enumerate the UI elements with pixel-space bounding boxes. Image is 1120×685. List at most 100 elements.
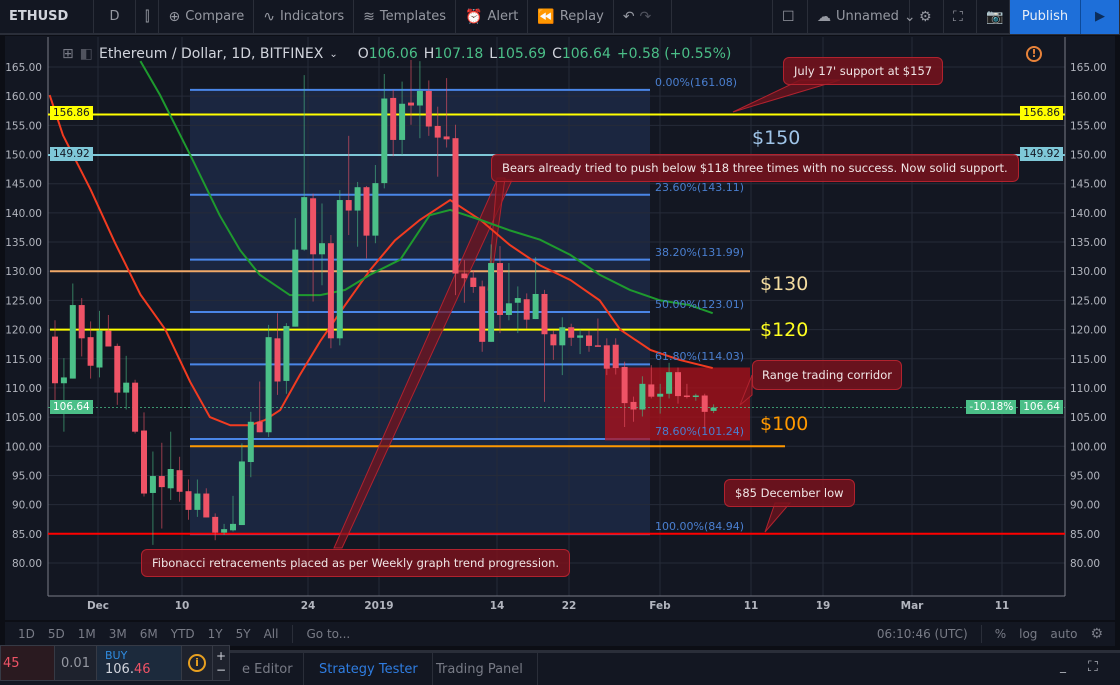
note-december-low[interactable]: $85 December low [724,479,855,507]
buy-button[interactable]: BUY 106.46 [97,646,182,680]
interval-button[interactable]: D [94,0,136,34]
chart-style-button[interactable]: ⫿ [136,0,160,34]
y-tick-label: 155.00 [5,120,42,132]
add-symbol-icon[interactable]: ⊞ [62,46,74,62]
redo-icon[interactable]: ↷ [639,8,652,25]
clock-time[interactable]: 06:10:46 (UTC) [876,627,968,641]
candle [336,190,343,346]
candle-body [408,102,414,106]
range-1y[interactable]: 1Y [207,627,223,641]
divider [292,625,294,643]
chevron-down-icon[interactable]: ⌄ [329,48,338,60]
candle-body [675,372,681,397]
layout-button[interactable]: ☁ Unnamed ⌄ [808,0,916,34]
candle-body [363,187,370,236]
indicators-label: Indicators [279,9,345,24]
symbol-search[interactable]: ETHUSD [0,0,94,34]
candle [354,181,361,247]
range-1d[interactable]: 1D [18,627,35,641]
fib-level-label: 23.60%(143.11) [655,180,745,194]
plus-icon[interactable]: + [215,649,227,663]
indicators-button[interactable]: ∿ Indicators [254,0,355,34]
rewind-icon: ⏪ [537,8,555,25]
tab-pine-editor[interactable]: e Editor [238,653,304,685]
candle [683,383,690,399]
candle [158,442,165,529]
percent-toggle[interactable]: % [994,627,1007,641]
candle [612,338,619,375]
undo-icon[interactable]: ↶ [622,8,635,25]
candle-body [176,470,183,492]
fullscreen-square-button[interactable]: ☐ [773,0,808,34]
info-button[interactable]: i [182,646,213,680]
candle [710,404,717,414]
quantity-field[interactable]: 0.01 [55,646,97,680]
range-3m[interactable]: 3M [108,627,127,641]
x-tick-label: 11 [744,600,759,612]
candle-body [505,303,512,315]
note-bears[interactable]: Bears already tried to push below $118 t… [491,154,1019,182]
info-icon: i [188,654,206,672]
y-tick-label: 140.00 [5,208,42,220]
range-6m[interactable]: 6M [139,627,158,641]
snapshot-button[interactable]: 📷 [977,0,1010,34]
y-tick-label: 80.00 [12,558,42,570]
candle-body [372,183,379,236]
alert-button[interactable]: ⏰ Alert [456,0,529,34]
candles-icon: ⫿ [145,8,150,25]
candle-body [123,382,130,393]
candle [568,323,575,346]
note-july-support[interactable]: July 17' support at $157 [783,57,944,85]
x-tick-label: 14 [490,600,505,612]
candle [675,367,681,404]
candle [523,293,530,329]
publish-button[interactable]: Publish [1010,0,1080,34]
candle-body [60,377,67,384]
y-tick-label: 80.00 [1070,558,1100,570]
gear-icon[interactable]: ⚙ [1090,626,1103,642]
auto-toggle[interactable]: auto [1050,627,1078,641]
candle-body [327,243,334,339]
candle [345,135,352,236]
range-ytd[interactable]: YTD [170,627,195,641]
minimize-icon[interactable]: _ [1060,659,1066,673]
change-value: +0.58 (+0.55%) [616,46,732,62]
candle [577,329,584,355]
flag-icon[interactable]: ◧ [79,46,93,62]
candle [630,396,637,422]
note-range-corridor[interactable]: Range trading corridor [752,360,902,390]
candle [586,330,592,352]
log-toggle[interactable]: log [1019,627,1038,641]
range-all[interactable]: All [263,627,279,641]
price-tag-right: 156.86 [1020,106,1063,121]
range-5y[interactable]: 5Y [235,627,251,641]
y-tick-label: 120.00 [5,325,42,337]
qty-stepper[interactable]: + − [213,646,229,680]
note-fibonacci[interactable]: Fibonacci retracements placed as per Wee… [141,549,571,577]
tab-trading-panel[interactable]: Trading Panel [422,653,538,685]
candle [666,362,673,399]
replay-button[interactable]: ⏪ Replay [528,0,614,34]
settings-button[interactable]: ⚙ [910,0,944,34]
maximize-icon[interactable]: ⛶ [1088,659,1098,675]
compare-button[interactable]: ⊕ Compare [159,0,255,34]
play-circle-icon: ▶ [1095,9,1105,24]
candle [594,318,601,347]
templates-button[interactable]: ≋ Templates [354,0,456,34]
candle-body [497,263,503,315]
tab-strategy-tester[interactable]: Strategy Tester [305,653,433,685]
candle-body [612,344,619,369]
buy-price: 106.46 [105,662,151,677]
fullscreen-button[interactable]: ⛶ [944,0,977,34]
candle [488,244,495,342]
goto-button[interactable]: Go to... [306,627,351,641]
candle [52,320,58,407]
warning-icon[interactable]: ! [1026,46,1042,62]
range-5d[interactable]: 5D [47,627,65,641]
range-1m[interactable]: 1M [77,627,96,641]
candle [639,376,646,417]
sell-button[interactable]: 45 [1,646,55,680]
minus-icon[interactable]: − [215,663,227,677]
series-title[interactable]: Ethereum / Dollar, 1D, BITFINEX [98,46,324,62]
